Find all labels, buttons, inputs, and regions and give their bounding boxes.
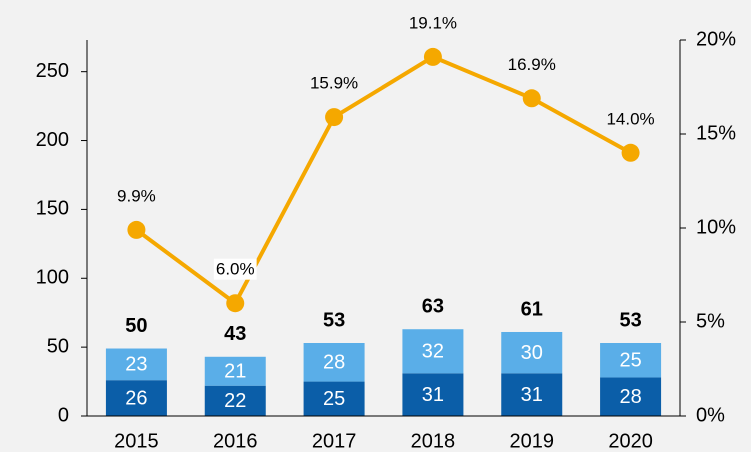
x-tick-label: 2019 [510, 430, 555, 452]
line-label: 16.9% [508, 55, 556, 74]
y2-tick-label: 20% [696, 28, 736, 50]
total-label: 43 [224, 323, 246, 345]
segment-label: 30 [521, 342, 543, 364]
line-label: 14.0% [606, 109, 654, 128]
line-point [325, 108, 344, 127]
bar-segment [501, 373, 563, 416]
bar-segment [105, 380, 167, 416]
line-label: 6.0% [216, 260, 255, 279]
y-tick-label: 150 [36, 198, 69, 220]
segment-label: 26 [125, 387, 147, 409]
total-label: 63 [422, 296, 444, 318]
y2-tick-label: 0% [696, 404, 725, 426]
segment-label: 31 [521, 384, 543, 406]
y-tick-label: 100 [36, 267, 69, 289]
bar-segment [501, 331, 563, 374]
total-label: 53 [619, 309, 641, 331]
bar-segment [402, 373, 464, 416]
segment-label: 28 [619, 386, 641, 408]
bar-segment [600, 377, 662, 416]
label-bg [213, 258, 257, 280]
line-label: 19.1% [409, 13, 457, 32]
total-label: 61 [521, 298, 543, 320]
line-point [226, 294, 245, 313]
line-point [423, 47, 442, 66]
y-tick-label: 50 [47, 335, 69, 357]
segment-label: 25 [323, 388, 345, 410]
x-tick-label: 2017 [312, 430, 357, 452]
y2-tick-label: 15% [696, 122, 736, 144]
x-tick-label: 2015 [114, 430, 159, 452]
line-label: 15.9% [310, 74, 358, 93]
y-tick-label: 250 [36, 60, 69, 82]
bar-segment [204, 385, 266, 416]
x-tick-label: 2018 [411, 430, 456, 452]
line-point [621, 143, 640, 162]
segment-label: 32 [422, 341, 444, 363]
y2-tick-label: 10% [696, 216, 736, 238]
bar-segment [204, 356, 266, 386]
segment-label: 23 [125, 354, 147, 376]
total-label: 53 [323, 309, 345, 331]
segment-label: 22 [224, 390, 246, 412]
bar-segment [303, 381, 365, 416]
segment-label: 28 [323, 352, 345, 374]
x-tick-label: 2016 [213, 430, 258, 452]
segment-label: 25 [619, 350, 641, 372]
y-tick-label: 200 [36, 129, 69, 151]
segment-label: 21 [224, 361, 246, 383]
total-label: 50 [125, 315, 147, 337]
y2-tick-label: 5% [696, 310, 725, 332]
bar-segment [105, 348, 167, 381]
bar-segment [402, 329, 464, 374]
y-tick-label: 0 [58, 404, 69, 426]
bar-segment [600, 343, 662, 378]
line [135, 54, 632, 307]
line-point [522, 89, 541, 108]
bar-segment [303, 343, 365, 382]
line-point [127, 220, 146, 239]
x-tick-label: 2020 [608, 430, 653, 452]
line-label: 9.9% [117, 186, 156, 205]
segment-label: 31 [422, 384, 444, 406]
